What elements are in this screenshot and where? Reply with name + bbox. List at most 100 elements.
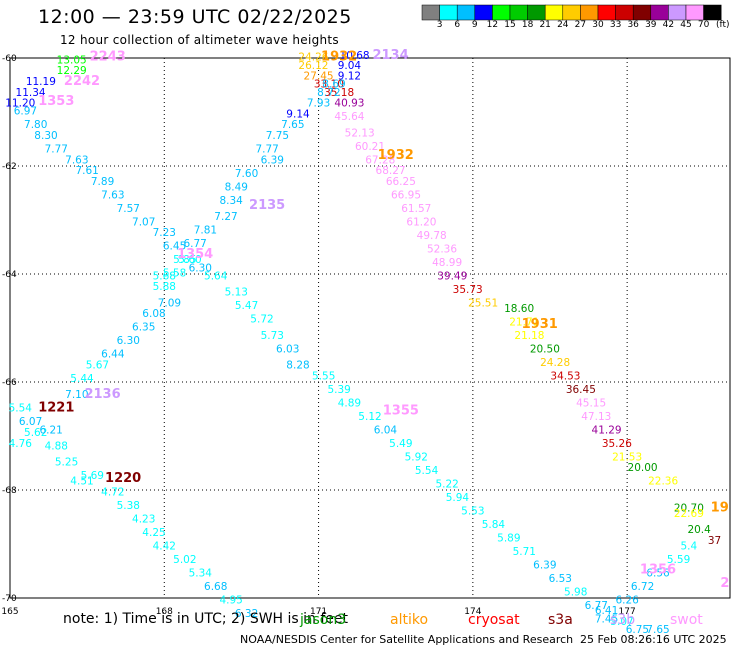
- satellite-s3b: s3b: [610, 612, 636, 628]
- data-label-pass-2134-2135: 5.98: [564, 586, 587, 598]
- data-label-pass-2134-2135: 10.68: [340, 50, 370, 62]
- data-label-pass-2242-2243: 5.88: [153, 281, 176, 293]
- data-label-pass-2242-2243: 7.23: [153, 227, 176, 239]
- data-label-pass-1932-1933: 20.4: [687, 524, 711, 536]
- data-label-pass-2242-2243: 7.57: [117, 203, 140, 215]
- data-label-pass-2242-2243: 4.42: [153, 540, 176, 552]
- data-label-pass-1932-1933: 67.28: [365, 154, 395, 166]
- colorbar-swatch: [544, 4, 564, 21]
- pass-label: 1220: [105, 471, 141, 486]
- colorbar-tick: 18: [521, 20, 534, 30]
- footer-timestamp: 25 Feb 08:26:16 UTC 2025: [580, 633, 727, 646]
- data-label-pass-2134-2135: 5.12: [358, 411, 381, 423]
- data-label-pass-1932-1933: 20.00: [628, 462, 658, 474]
- pass-label: 1932: [321, 50, 357, 65]
- data-label-pass-2134-2135: 8.72: [317, 87, 340, 99]
- colorbar-tick: 33: [609, 20, 622, 30]
- data-label-pass-2134-2135: 7.75: [266, 130, 289, 142]
- colorbar-swatch: [439, 4, 458, 21]
- satellite-jason3: jason3: [300, 612, 347, 628]
- data-label-pass-2242-2243: 6.07: [19, 416, 42, 428]
- data-label-pass-2134-2135: 8.28: [286, 360, 309, 372]
- data-label-jason3: 13.05: [57, 54, 87, 66]
- data-label-pass-2134-2135: 7.65: [646, 624, 669, 636]
- colorbar-tick: 30: [592, 20, 604, 30]
- data-label-pass-1932-1933: 68.27: [376, 165, 406, 177]
- data-label-pass-2134-2135: 5.59: [667, 554, 690, 566]
- data-label-pass-2134-2135: 5.85: [173, 254, 196, 266]
- data-label-pass-2134-2135: 5.71: [513, 546, 536, 558]
- pass-label: 2135: [249, 198, 285, 213]
- data-label-jason3: 18.60: [504, 303, 534, 315]
- colorbar-tick: 70: [697, 20, 710, 30]
- colorbar-swatch: [685, 4, 704, 21]
- data-label-pass-2134-2135: 6.56: [646, 567, 670, 579]
- data-label-pass-2134-2135: 5.13: [225, 287, 248, 299]
- data-label-pass-2242-2243: 7.07: [132, 216, 155, 228]
- colorbar-tick: 45: [680, 20, 692, 30]
- data-label-pass-2242-2243: 7.09: [158, 297, 181, 309]
- pass-label: 1932: [378, 148, 414, 163]
- data-label-pass-2242-2243: 4.88: [45, 441, 68, 453]
- data-label-pass-1932-1933: 48.99: [432, 257, 462, 269]
- data-label-pass-2242-2243: 5.62: [24, 427, 47, 439]
- data-label-pass-2242-2243: 7.63: [101, 189, 124, 201]
- colorbar-tick: 36: [627, 20, 639, 30]
- colorbar-swatch: [668, 4, 687, 21]
- chart-title: 12:00 — 23:59 UTC 02/22/2025: [38, 6, 352, 28]
- data-label-pass-2134-2135: 9.14: [286, 108, 310, 120]
- colorbar-tick: 24: [557, 20, 569, 30]
- data-label-pass-2134-2135: 6.04: [374, 424, 398, 436]
- y-tick-label: -62: [2, 162, 17, 172]
- data-label-pass-2242-2243: 5.54: [9, 403, 33, 415]
- satellite-s3a: s3a: [548, 612, 573, 628]
- data-label-pass-2134-2135: 6.39: [261, 154, 284, 166]
- data-label-pass-2134-2135: 5.92: [405, 451, 428, 463]
- data-label-pass-2242-2243: 5.69: [81, 470, 104, 482]
- data-label-pass-1932-1933: 25.51: [468, 297, 498, 309]
- data-label-jason3: 12.29: [57, 65, 87, 77]
- data-label-pass-2242-2243: 5.02: [173, 554, 196, 566]
- data-label-pass-2134-2135: 8.69: [322, 79, 345, 91]
- data-label-pass-1932-1933: 33.10: [314, 79, 344, 91]
- colorbar-swatch: [509, 4, 528, 21]
- data-label-pass-2242-2243: 6.32: [235, 608, 258, 620]
- pass-label: 2136: [84, 387, 120, 402]
- colorbar-swatch: [597, 4, 616, 21]
- data-label-pass-2242-2243: 6.68: [204, 581, 227, 593]
- data-label-pass-1932-1933: 20.50: [530, 343, 560, 355]
- pass-label: 2: [720, 576, 729, 591]
- data-label-pass-2242-2243: 11.34: [16, 87, 46, 99]
- data-label-pass-2242-2243: 5.44: [70, 373, 94, 385]
- pass-label: 1356: [640, 563, 676, 578]
- data-label-pass-1932-1933: 60.21: [355, 141, 385, 153]
- pass-label: 1355: [383, 403, 419, 418]
- pass-label: 1931: [522, 317, 558, 332]
- footer-note: note: 1) Time is in UTC; 2) SWH is in fe…: [63, 611, 349, 627]
- data-label-pass-1932-1933: 49.78: [417, 230, 447, 242]
- data-label-pass-2134-2135: 6.39: [533, 559, 556, 571]
- data-label-pass-2134-2135: 5.07: [610, 616, 633, 628]
- colorbar-tick: 3: [436, 20, 443, 30]
- data-label-pass-2242-2243: 6.08: [142, 308, 165, 320]
- data-label-pass-1932-1933: 35.73: [453, 284, 483, 296]
- data-label-pass-2242-2243: 4.25: [142, 527, 165, 539]
- data-label-pass-2134-2135: 9.04: [338, 60, 362, 72]
- data-label-pass-2134-2135: 8.49: [225, 181, 248, 193]
- data-label-pass-2134-2135: 6.72: [631, 581, 654, 593]
- data-label-pass-1932-1933: 22.69: [674, 508, 704, 520]
- data-label-pass-2134-2135: 5.84: [482, 519, 506, 531]
- data-label-pass-2134-2135: 6.53: [549, 573, 572, 585]
- data-label-pass-2242-2243: 4.51: [70, 476, 93, 488]
- data-label-pass-2134-2135: 7.45: [595, 613, 618, 625]
- data-label-pass-1932-1933: 40.93: [334, 98, 364, 110]
- data-label-pass-2242-2243: 5.68: [153, 270, 176, 282]
- plot-frame: [9, 57, 731, 599]
- data-label-pass-1932-1933: 36.45: [566, 384, 596, 396]
- data-label-pass-1932-1933: 39.49: [437, 270, 467, 282]
- data-label-pass-2134-2135: 6.03: [276, 343, 299, 355]
- data-label-pass-1932-1933: 24.26: [298, 52, 328, 64]
- colorbar-swatch: [562, 4, 581, 21]
- data-label-pass-2242-2243: 5.67: [86, 360, 109, 372]
